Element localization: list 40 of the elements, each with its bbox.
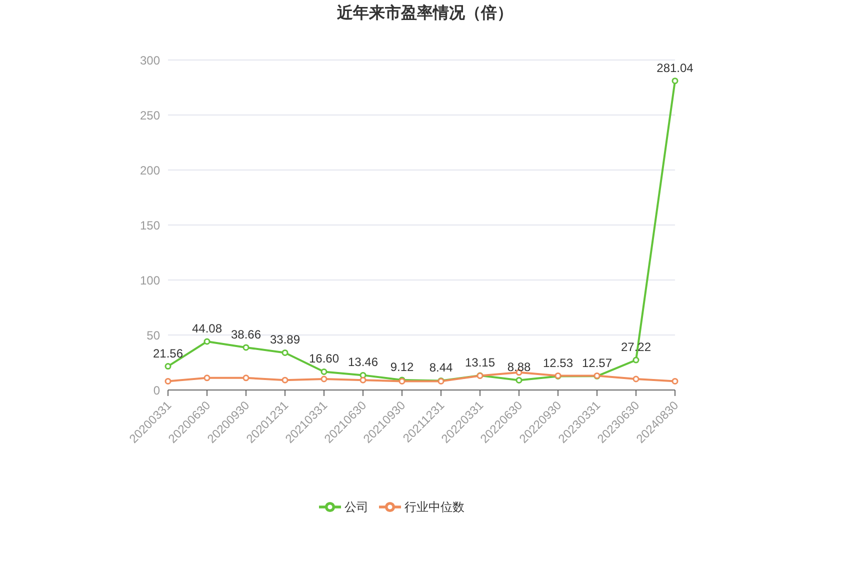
legend-label: 行业中位数 [404, 500, 464, 514]
y-tick-label: 0 [153, 383, 160, 398]
data-label: 13.15 [464, 356, 496, 370]
point [242, 344, 250, 351]
point [320, 376, 328, 382]
point [632, 356, 640, 364]
y-tick-label: 250 [140, 108, 160, 122]
data-label: 33.89 [270, 332, 300, 347]
data-label: 38.66 [230, 327, 262, 342]
point [360, 372, 366, 378]
data-label: 9.12 [390, 360, 414, 374]
point [204, 338, 210, 345]
point [164, 363, 172, 370]
point [164, 378, 172, 384]
point [360, 376, 366, 384]
point [672, 78, 678, 84]
data-label: 8.88 [507, 360, 531, 374]
chart-title: 近年来市盈率情况（倍） [336, 3, 514, 24]
data-label: 21.56 [152, 346, 184, 360]
legend-label: 公司 [344, 500, 368, 514]
point [282, 376, 288, 384]
point [516, 376, 522, 384]
y-tick-label: 50 [146, 328, 160, 342]
data-label: 12.53 [542, 356, 574, 370]
point [204, 374, 210, 382]
data-label: 16.60 [308, 352, 340, 366]
point [282, 349, 288, 356]
data-label: 44.08 [192, 322, 222, 336]
y-tick-label: 200 [140, 163, 160, 178]
point [242, 374, 250, 382]
y-tick-label: 300 [140, 53, 160, 68]
point [672, 378, 678, 384]
data-label: 8.44 [429, 360, 453, 375]
data-label: 13.46 [348, 355, 378, 370]
y-tick-label: 100 [140, 273, 160, 288]
y-tick-label: 150 [140, 218, 160, 232]
data-label: 12.57 [582, 356, 612, 370]
data-label: 281.04 [656, 60, 694, 75]
point [632, 376, 640, 382]
point [320, 368, 328, 375]
